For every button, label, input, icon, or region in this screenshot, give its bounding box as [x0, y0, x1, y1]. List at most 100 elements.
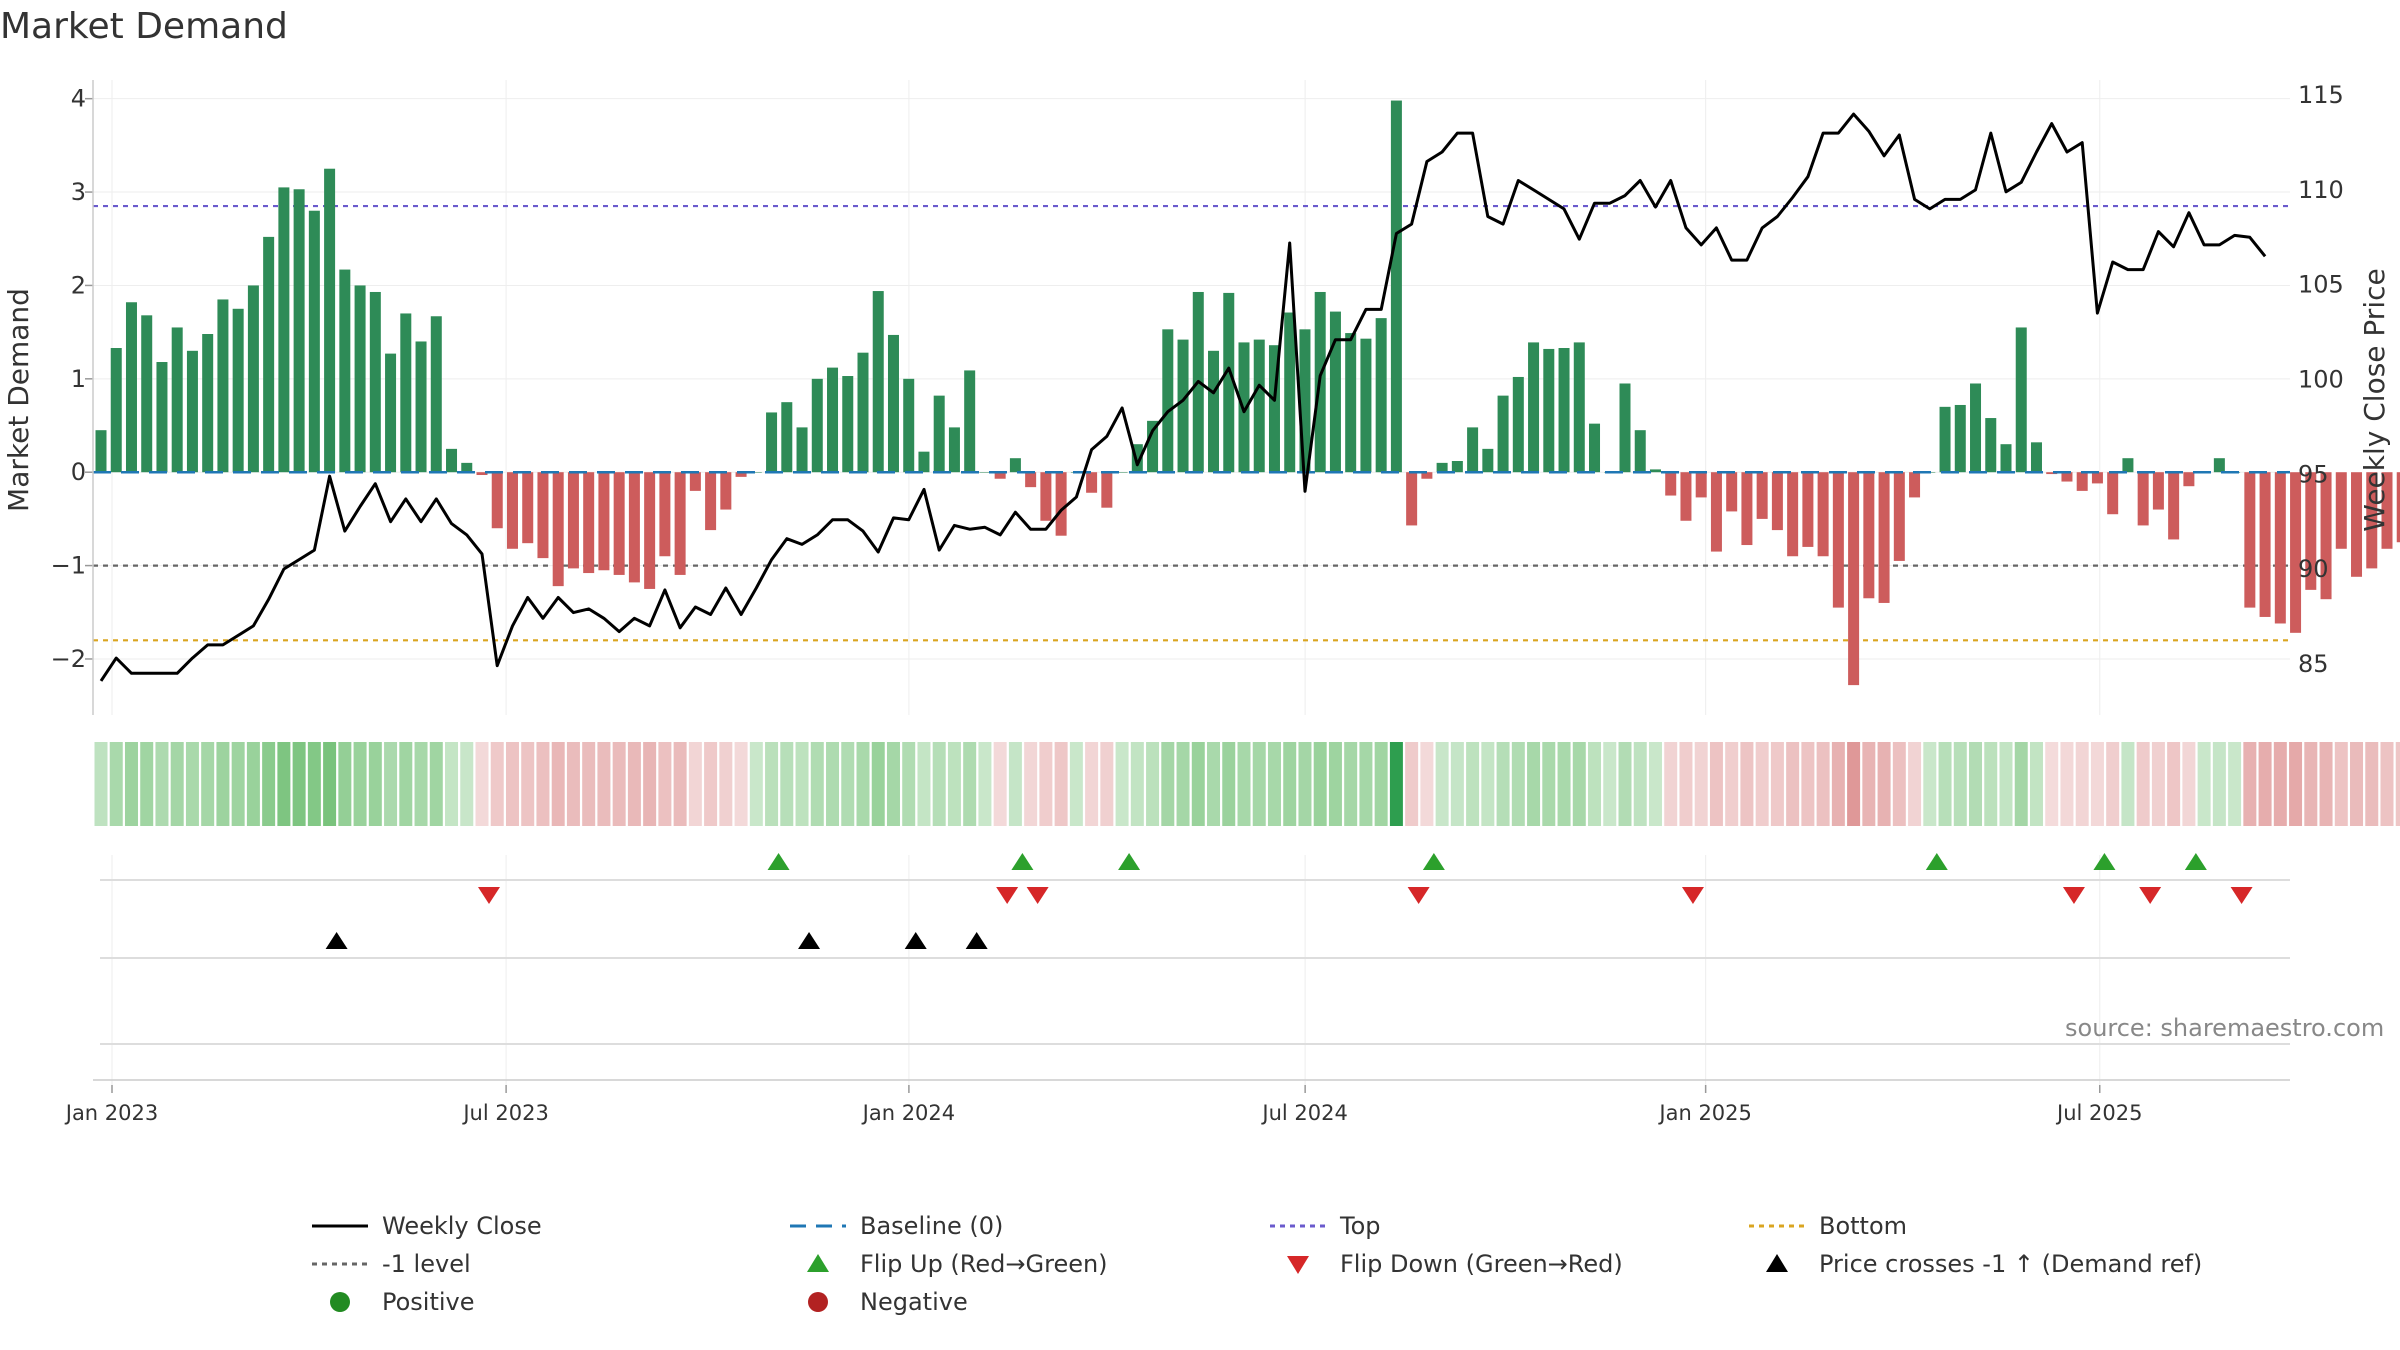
y2-tick-label: 95	[2298, 460, 2329, 488]
y2-tick-label: 105	[2298, 271, 2344, 299]
demand-bar	[354, 285, 366, 473]
demand-bar	[1025, 472, 1037, 488]
demand-bar	[750, 472, 762, 473]
strength-band	[673, 742, 687, 826]
demand-bar	[2183, 472, 2195, 487]
strength-band	[780, 742, 794, 826]
strength-band	[399, 742, 413, 826]
flip-down-marker	[1681, 887, 1704, 904]
demand-bar	[1512, 376, 1524, 473]
price-line	[99, 112, 2267, 682]
y2-tick-label: 110	[2298, 176, 2344, 204]
demand-bar	[674, 472, 686, 575]
demand-bar	[1817, 472, 1829, 557]
demand-bar	[964, 370, 976, 473]
strength-band	[1146, 742, 1160, 826]
demand-bar	[2335, 472, 2347, 549]
strength-band	[658, 742, 672, 826]
strength-band	[1100, 742, 1114, 826]
strength-band	[2365, 742, 2379, 826]
demand-bar	[1680, 472, 1692, 521]
demand-bar	[2290, 472, 2302, 633]
legend-flip-down: Flip Down (Green→Red)	[1268, 1246, 1623, 1282]
strength-band	[1359, 742, 1373, 826]
demand-bar	[247, 285, 259, 473]
strength-band	[1923, 742, 1937, 826]
strength-band	[1679, 742, 1693, 826]
strength-band	[1237, 742, 1251, 826]
strength-band	[1572, 742, 1586, 826]
strength-band-strip	[94, 742, 2400, 826]
strength-band	[490, 742, 504, 826]
strength-band	[292, 742, 306, 826]
strength-band	[1024, 742, 1038, 826]
strength-band	[1740, 742, 1754, 826]
demand-bar	[994, 472, 1006, 479]
strength-band	[2182, 742, 2196, 826]
strength-band	[368, 742, 382, 826]
strength-band	[445, 742, 459, 826]
demand-bar	[1101, 472, 1113, 508]
strength-band	[688, 742, 702, 826]
strength-band	[1054, 742, 1068, 826]
demand-bar	[1787, 472, 1799, 557]
demand-bar	[2000, 444, 2012, 473]
strength-band	[155, 742, 169, 826]
strength-band	[566, 742, 580, 826]
demand-bar	[1954, 404, 1966, 473]
strength-band	[1481, 742, 1495, 826]
demand-bar	[2030, 442, 2042, 473]
demand-bar	[628, 472, 640, 583]
strength-band	[521, 742, 535, 826]
demand-bar	[491, 472, 503, 529]
demand-bar	[171, 327, 183, 473]
strength-band	[1725, 742, 1739, 826]
demand-bar	[1467, 427, 1479, 473]
demand-bar	[552, 472, 564, 587]
flip-down-marker	[478, 887, 500, 904]
demand-bar	[1909, 472, 1921, 498]
demand-bar	[202, 334, 214, 473]
strength-band	[932, 742, 946, 826]
strength-band	[201, 742, 215, 826]
demand-bar	[430, 316, 442, 473]
demand-bar	[232, 308, 244, 473]
flip-up-marker	[1422, 853, 1445, 870]
strength-band	[124, 742, 138, 826]
demand-bar	[705, 472, 717, 531]
demand-bar	[1802, 472, 1814, 547]
strength-band	[1755, 742, 1769, 826]
demand-bar	[811, 378, 823, 473]
demand-bar	[2244, 472, 2256, 608]
demand-bar	[278, 187, 290, 473]
strength-band	[338, 742, 352, 826]
x-tick-label: Jul 2024	[1260, 1101, 1347, 1125]
demand-bar	[766, 412, 778, 473]
strength-band	[1770, 742, 1784, 826]
demand-bar	[887, 334, 899, 473]
y-tick-label: −2	[51, 645, 86, 673]
demand-bar	[1756, 472, 1768, 519]
strength-band	[1222, 742, 1236, 826]
axes: Jan 2023 Jul 2023 Jan 2024 Jul 2024 Jan 2025…	[51, 80, 2344, 1125]
demand-bar	[1436, 462, 1448, 473]
strength-band	[734, 742, 748, 826]
legend-baseline: Baseline (0)	[788, 1208, 1003, 1244]
demand-bar	[1177, 339, 1189, 473]
demand-bar	[689, 472, 701, 491]
demand-bar	[293, 189, 305, 473]
y2-tick-label: 100	[2298, 365, 2344, 393]
demand-bar	[308, 210, 320, 473]
demand-bar	[2274, 472, 2286, 624]
demand-bar	[1848, 472, 1860, 686]
weekly-close-line	[99, 112, 2267, 682]
strength-band	[826, 742, 840, 826]
baseline-swatch	[790, 1224, 846, 1228]
strength-band	[1405, 742, 1419, 826]
strength-band	[1892, 742, 1906, 826]
signal-axes	[93, 879, 2290, 1081]
y2-tick-label: 115	[2298, 81, 2344, 109]
demand-bar	[796, 427, 808, 473]
strength-band	[414, 742, 428, 826]
demand-bar	[522, 472, 534, 544]
